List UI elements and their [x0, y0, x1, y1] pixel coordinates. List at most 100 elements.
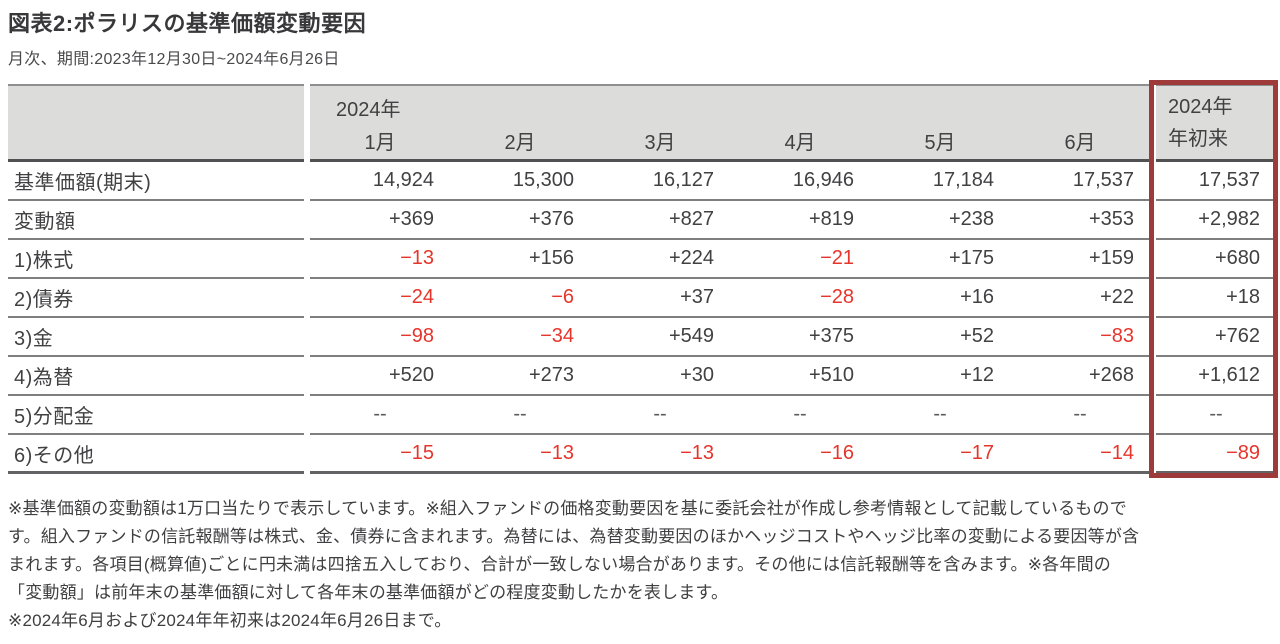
row-month-values: −24 −6 +37 −28 +16 +22 [310, 279, 1150, 318]
header-year-label: 2024年 [336, 99, 401, 121]
row-month-values: 14,924 15,300 16,127 16,946 17,184 17,537 [310, 162, 1150, 201]
row-month-values: +520 +273 +30 +510 +12 +268 [310, 357, 1150, 396]
cell-value: −98 [400, 325, 434, 347]
cell-ytd-value: 17,537 [1156, 162, 1276, 201]
cell-value: -- [373, 403, 387, 425]
footnotes: ※基準価額の変動額は1万口当たりで表示しています。※組入ファンドの価格変動要因を… [8, 495, 1272, 635]
cell-value: -- [933, 403, 947, 425]
month-headers: 1月 2月 3月 4月 5月 6月 [310, 122, 1150, 159]
footnote-line: す。組入ファンドの信託報酬等は株式、金、債券に含まれます。為替には、為替変動要因… [8, 527, 1140, 546]
cell-value: −17 [960, 441, 994, 464]
nav-factor-table: 2024年 1月 2月 3月 4月 5月 6月 2024年 年初来 基準価額(期末) 14,… [8, 80, 1278, 478]
cell-value: −83 [1100, 325, 1134, 347]
cell-ytd-value: +1,612 [1156, 357, 1276, 396]
cell-value: +238 [948, 208, 994, 230]
cell-value: +369 [388, 208, 434, 230]
table-body: 基準価額(期末) 14,924 15,300 16,127 16,946 17,184 17… [8, 162, 1276, 474]
cell-value: -- [513, 403, 527, 425]
footnote-line: 「変動額」は前年末の基準価額に対して各年末の基準価額がどの程度変動したかを表しま… [8, 583, 729, 602]
cell-value: +273 [528, 364, 574, 386]
row-month-values: −98 −34 +549 +375 +52 −83 [310, 318, 1150, 357]
cell-value: +224 [668, 247, 714, 269]
cell-value: +268 [1088, 364, 1134, 386]
cell-value: +520 [388, 364, 434, 386]
cell-value: 15,300 [512, 169, 574, 191]
header-months-cell: 2024年 1月 2月 3月 4月 5月 6月 [310, 84, 1150, 162]
header-ytd-cell: 2024年 年初来 [1156, 84, 1276, 162]
table-row: 2)債券 −24 −6 +37 −28 +16 +22 +18 [8, 279, 1276, 318]
row-label: 6)その他 [8, 435, 304, 474]
table-header-row: 2024年 1月 2月 3月 4月 5月 6月 2024年 年初来 [8, 84, 1276, 162]
row-label: 2)債券 [8, 279, 304, 318]
cell-value: −13 [680, 441, 714, 464]
cell-value: +16 [960, 286, 994, 308]
cell-value: -- [793, 403, 807, 425]
cell-value: +22 [1100, 286, 1134, 308]
row-label: 1)株式 [8, 240, 304, 279]
cell-value: −13 [400, 247, 434, 269]
table-row: 1)株式 −13 +156 +224 −21 +175 +159 +680 [8, 240, 1276, 279]
cell-value: +159 [1088, 247, 1134, 269]
cell-value: +376 [528, 208, 574, 230]
table-row: 基準価額(期末) 14,924 15,300 16,127 16,946 17,184 17… [8, 162, 1276, 201]
cell-value: −34 [540, 325, 574, 347]
cell-value: +175 [948, 247, 994, 269]
row-month-values: -- -- -- -- -- -- [310, 396, 1150, 435]
cell-value: 14,924 [372, 169, 434, 191]
cell-value: −13 [540, 441, 574, 464]
cell-value: 17,184 [932, 169, 994, 191]
cell-value: +827 [668, 208, 714, 230]
footnote-line: ※基準価額の変動額は1万口当たりで表示しています。※組入ファンドの価格変動要因を… [8, 499, 1127, 518]
table-row: 4)為替 +520 +273 +30 +510 +12 +268 +1,612 [8, 357, 1276, 396]
month-header: 2月 [504, 132, 536, 154]
cell-value: 16,946 [792, 169, 854, 191]
cell-value: +30 [680, 364, 714, 386]
table-row: 変動額 +369 +376 +827 +819 +238 +353 +2,982 [8, 201, 1276, 240]
cell-ytd-value: +18 [1156, 279, 1276, 318]
month-header: 1月 [364, 132, 396, 154]
cell-value: +12 [960, 364, 994, 386]
header-label-cell [8, 84, 304, 162]
cell-value: +156 [528, 247, 574, 269]
page-title: 図表2:ポラリスの基準価額変動要因 [8, 11, 367, 36]
row-month-values: −15 −13 −13 −16 −17 −14 [310, 435, 1150, 474]
table-row: 6)その他 −15 −13 −13 −16 −17 −14 −89 [8, 435, 1276, 474]
cell-ytd-value: -- [1156, 396, 1276, 435]
cell-value: +52 [960, 325, 994, 347]
row-month-values: −13 +156 +224 −21 +175 +159 [310, 240, 1150, 279]
cell-ytd-value: +680 [1156, 240, 1276, 279]
row-label: 変動額 [8, 201, 304, 240]
cell-value: −16 [820, 441, 854, 464]
cell-value: +510 [808, 364, 854, 386]
month-header: 3月 [644, 132, 676, 154]
cell-value: 16,127 [652, 169, 714, 191]
footnote-line: まれます。各項目(概算値)ごとに円未満は四捨五入しており、合計が一致しない場合が… [8, 555, 1111, 574]
row-label: 4)為替 [8, 357, 304, 396]
cell-value: −21 [820, 247, 854, 269]
page-subtitle: 月次、期間:2023年12月30日~2024年6月26日 [8, 51, 340, 68]
footnote-line: ※2024年6月および2024年年初来は2024年6月26日まで。 [8, 611, 452, 630]
cell-value: +819 [808, 208, 854, 230]
ytd-header-year: 2024年 [1168, 95, 1233, 118]
cell-value: −28 [820, 286, 854, 308]
cell-value: −24 [400, 286, 434, 308]
cell-value: +549 [668, 325, 714, 347]
cell-value: +353 [1088, 208, 1134, 230]
month-header: 4月 [784, 132, 816, 154]
row-label: 5)分配金 [8, 396, 304, 435]
row-label: 3)金 [8, 318, 304, 357]
cell-value: −15 [400, 441, 434, 464]
cell-value: −14 [1100, 441, 1134, 464]
cell-value: +37 [680, 286, 714, 308]
cell-value: -- [653, 403, 667, 425]
cell-ytd-value: −89 [1156, 435, 1276, 474]
table-row: 3)金 −98 −34 +549 +375 +52 −83 +762 [8, 318, 1276, 357]
cell-value: +375 [808, 325, 854, 347]
cell-ytd-value: +762 [1156, 318, 1276, 357]
table-row: 5)分配金 -- -- -- -- -- -- -- [8, 396, 1276, 435]
cell-value: 17,537 [1072, 169, 1134, 191]
ytd-header-label: 年初来 [1168, 127, 1228, 150]
row-label: 基準価額(期末) [8, 162, 304, 201]
cell-value: -- [1073, 403, 1087, 425]
